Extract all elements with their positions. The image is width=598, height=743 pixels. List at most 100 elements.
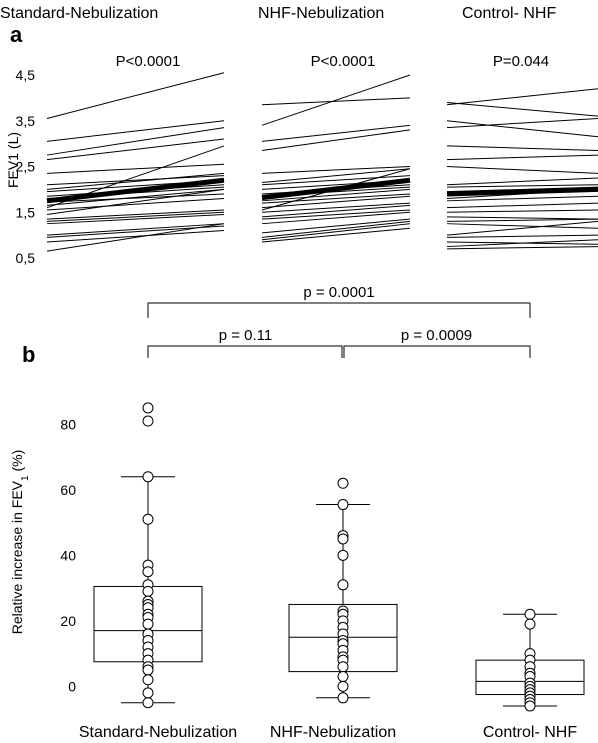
- subject-line: [46, 172, 225, 190]
- subject-line: [446, 234, 598, 238]
- subject-line: [446, 195, 598, 202]
- subject-line: [261, 195, 411, 209]
- subject-line: [46, 120, 225, 142]
- panel-a-y-axis-label: FEV1 (L): [5, 132, 21, 188]
- subject-line: [261, 211, 411, 225]
- box-x-label-standard: Standard-Nebulization: [79, 724, 237, 741]
- data-point: [337, 477, 349, 489]
- panel-b-letter: b: [22, 342, 35, 367]
- subject-line: [261, 218, 411, 234]
- subject-line: [261, 168, 411, 184]
- p-value-control: P=0.044: [493, 53, 549, 70]
- box-x-label-control: Control- NHF: [483, 724, 577, 741]
- subject-line: [46, 163, 225, 174]
- comparison-bracket: [147, 345, 343, 358]
- subject-line: [46, 198, 225, 211]
- panel-b-y-axis-label: Relative increase in FEV1 (%): [9, 450, 31, 635]
- subject-line: [46, 138, 225, 161]
- subject-line: [261, 74, 411, 126]
- comparison-brackets: p = 0.0001 p = 0.11 p = 0.0009: [147, 284, 531, 358]
- data-point: [524, 618, 536, 630]
- data-point: [337, 692, 349, 704]
- subject-line: [446, 239, 598, 248]
- panel-a-letter: a: [10, 22, 23, 47]
- data-point: [337, 680, 349, 692]
- mean-line: [261, 177, 411, 201]
- subject-line: [446, 218, 598, 222]
- subject-line: [261, 220, 411, 238]
- subject-line: [446, 154, 598, 161]
- panel-b-y-tick: 80: [60, 416, 76, 432]
- subject-line: [46, 211, 225, 222]
- p-value-standard: P<0.0001: [116, 53, 181, 70]
- subject-line: [261, 227, 411, 243]
- panel-a-y-axis: 0,5 1,5 2,5 3,5 4,5: [16, 67, 36, 266]
- data-point: [142, 687, 154, 699]
- subject-line: [446, 209, 598, 213]
- panel-a-y-tick: 0,5: [16, 250, 36, 266]
- p-value-nhf: P<0.0001: [311, 53, 376, 70]
- mean-line: [46, 177, 225, 204]
- subject-line: [446, 145, 598, 151]
- subject-line: [46, 209, 225, 220]
- subject-line: [46, 175, 225, 186]
- data-point: [142, 618, 154, 630]
- data-point: [142, 697, 154, 709]
- subject-line: [261, 193, 411, 204]
- subject-line: [446, 202, 598, 209]
- panel-b-y-tick: 40: [60, 547, 76, 563]
- panel-a-y-tick: 1,5: [16, 204, 36, 220]
- data-point: [337, 499, 349, 511]
- subject-line: [46, 193, 225, 203]
- subject-line: [446, 101, 598, 117]
- panel-b-y-tick: 20: [60, 613, 76, 629]
- subject-line: [261, 223, 411, 241]
- data-point: [142, 674, 154, 686]
- mean-line: [446, 186, 598, 197]
- data-point: [142, 585, 154, 597]
- group-title-nhf: NHF-Nebulization: [258, 5, 384, 22]
- subject-line: [446, 246, 598, 250]
- subject-line: [446, 223, 598, 229]
- comparison-bracket: [343, 345, 531, 358]
- panel-b-y-tick: 60: [60, 482, 76, 498]
- subject-line: [446, 88, 598, 106]
- data-point: [337, 661, 349, 673]
- subject-line: [261, 129, 411, 151]
- subject-line: [446, 166, 598, 174]
- data-point: [524, 700, 536, 712]
- subject-line: [261, 97, 411, 106]
- panel-a-y-tick: 2,5: [16, 159, 36, 175]
- subject-line: [46, 223, 225, 252]
- subject-line: [261, 202, 411, 213]
- panel-a-y-tick: 4,5: [16, 67, 36, 83]
- subject-line: [261, 124, 411, 142]
- subject-line: [261, 204, 411, 218]
- subject-line: [261, 175, 411, 186]
- subject-line: [446, 117, 598, 129]
- panel-b-y-axis: 0 20 40 60 80: [60, 416, 76, 694]
- group-title-standard: Standard-Nebulization: [0, 5, 158, 22]
- subject-line: [446, 120, 598, 138]
- data-point: [337, 533, 349, 545]
- subject-line: [446, 184, 598, 188]
- subject-line: [46, 188, 225, 216]
- data-point: [142, 664, 154, 676]
- comparison-p-value: p = 0.0001: [303, 284, 374, 301]
- subject-line: [261, 209, 411, 220]
- subject-line: [46, 230, 225, 243]
- data-point: [337, 549, 349, 561]
- subject-line: [46, 223, 225, 236]
- subject-line: [261, 188, 411, 202]
- data-point: [142, 471, 154, 483]
- subject-line: [46, 72, 225, 119]
- subject-line: [446, 220, 598, 236]
- comparison-p-value: p = 0.0009: [401, 327, 472, 344]
- data-point: [337, 671, 349, 683]
- subject-line: [46, 214, 225, 225]
- box-x-label-nhf: NHF-Nebulization: [270, 724, 396, 741]
- data-point: [142, 566, 154, 578]
- subject-line: [446, 177, 598, 186]
- subject-line: [46, 188, 225, 206]
